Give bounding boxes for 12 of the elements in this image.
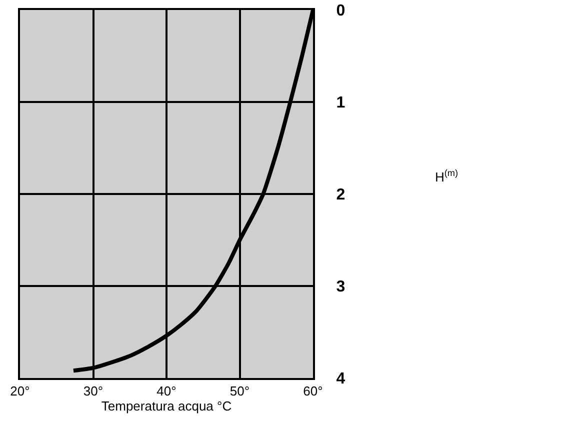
x-tick-label: 20° xyxy=(10,384,30,399)
y-tick-label: 2 xyxy=(336,186,346,204)
y-tick-label: 4 xyxy=(336,370,346,388)
x-tick-label: 30° xyxy=(83,384,104,399)
y-tick-label: 0 xyxy=(336,2,346,20)
text: H$^{(m)}$ xyxy=(435,168,458,184)
x-tick-label: 40° xyxy=(156,384,176,399)
y-tick-label: 1 xyxy=(336,94,346,112)
x-tick-label: 60° xyxy=(303,384,323,399)
x-axis-title: Temperatura acqua °C xyxy=(101,398,232,414)
x-tick-label: 50° xyxy=(230,384,250,399)
y-tick-label: 3 xyxy=(336,278,346,296)
